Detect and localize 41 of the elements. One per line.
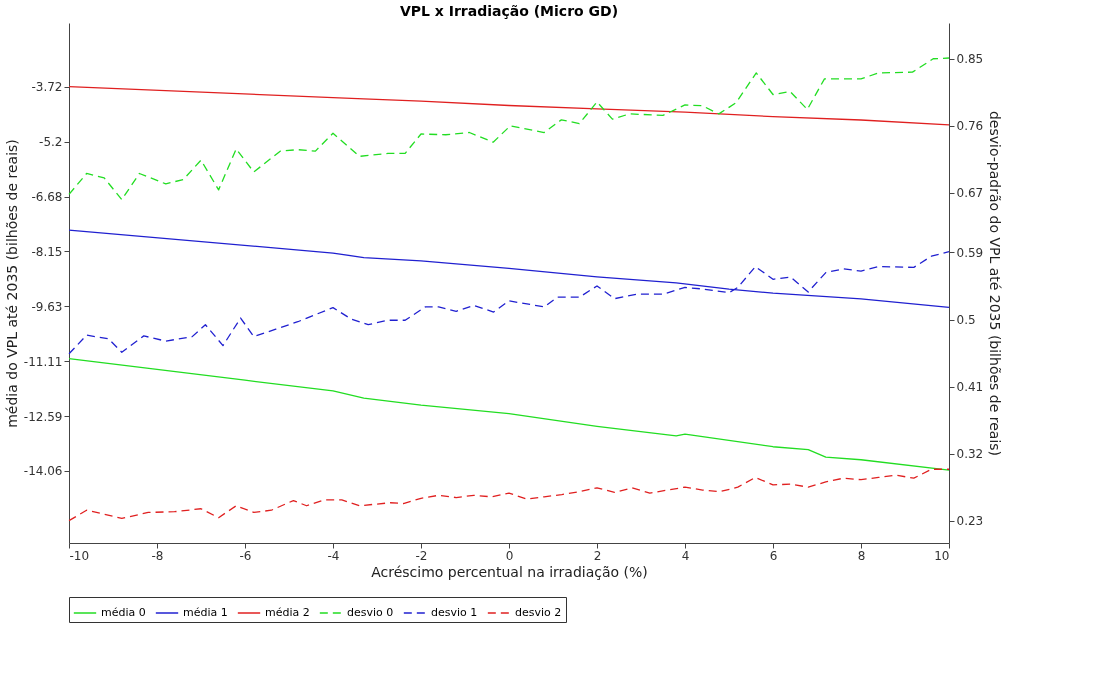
y2-tick-label: 0.41 [956, 380, 984, 395]
y2-tick-label: 0.5 [956, 313, 976, 327]
legend-label: desvio 1 [431, 606, 478, 619]
x-tick-label: 2 [593, 548, 602, 563]
y2-tick-label: 0.59 [956, 245, 984, 260]
y-tick-label: -11.11 [23, 354, 63, 369]
x-tick-label: -2 [415, 548, 428, 563]
y2-tick-label: 0.67 [956, 186, 984, 201]
x-tick-label: -8 [151, 548, 164, 563]
y-axis-title: média do VPL até 2035 (bilhões de reais) [3, 139, 20, 428]
x-tick-label: -6 [239, 548, 252, 563]
y2-tick-label: 0.23 [956, 514, 984, 529]
x-tick-label: 8 [857, 548, 866, 563]
x-tick-label: 0 [505, 548, 514, 563]
y-tick-label: -3.72 [31, 80, 63, 95]
x-tick-label: 6 [769, 548, 778, 563]
y2-axis-title: desvio-padrão do VPL até 2035 (bilhões de reais) [987, 110, 1004, 457]
y-tick-label: -12.59 [23, 409, 63, 424]
legend-label: média 2 [265, 606, 310, 619]
x-tick-label: 10 [934, 548, 950, 563]
line-series [68, 468, 950, 522]
legend-label: desvio 2 [515, 606, 562, 619]
y-tick-label: -14.06 [23, 464, 63, 479]
x-tick-label: 4 [681, 548, 690, 563]
line-series [68, 85, 950, 126]
x-tick-label: -10 [69, 548, 90, 563]
line-series [68, 357, 950, 471]
y-tick-label: -8.15 [31, 244, 63, 259]
legend-label: média 0 [101, 606, 146, 619]
legend-label: média 1 [183, 606, 228, 619]
line-series [68, 57, 950, 201]
y-tick-label: -6.68 [31, 190, 63, 205]
x-axis-title: Acréscimo percentual na irradiação (%) [371, 563, 648, 580]
chart-title: VPL x Irradiação (Micro GD) [399, 3, 619, 19]
y2-tick-label: 0.76 [956, 119, 984, 134]
y2-tick-label: 0.32 [956, 447, 984, 462]
y-tick-label: -9.63 [31, 299, 63, 314]
legend-label: desvio 0 [347, 606, 394, 619]
y2-tick-label: 0.85 [956, 52, 984, 67]
x-tick-label: -4 [327, 548, 340, 563]
y-tick-label: -5.2 [39, 135, 63, 150]
